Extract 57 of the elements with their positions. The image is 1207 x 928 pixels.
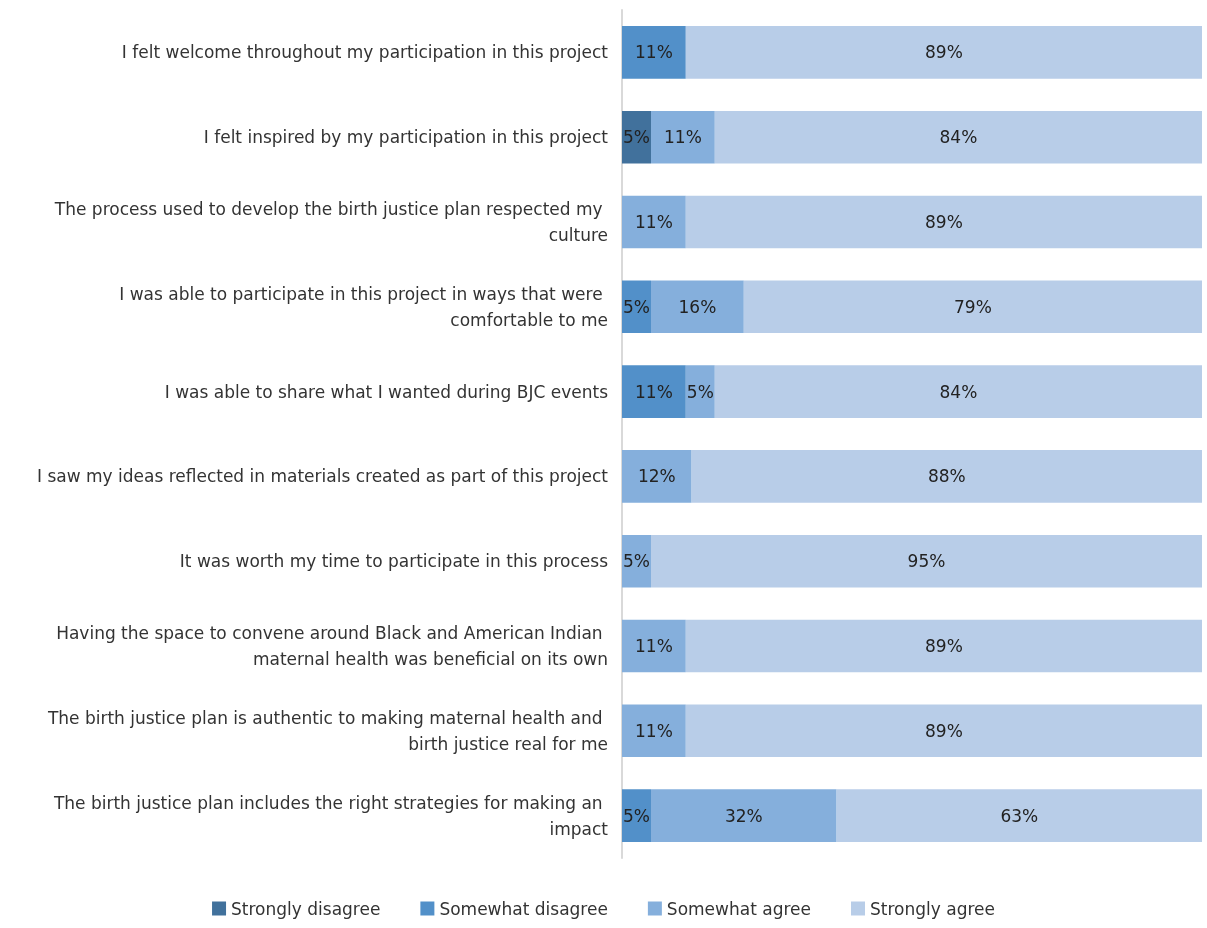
data-label: 12%: [637, 466, 676, 487]
data-label: 11%: [635, 381, 673, 402]
data-label: 89%: [925, 212, 963, 232]
y-tick-label: Having the space to convene around Black and American Indian maternal health was beneficial on its own: [56, 623, 608, 669]
data-label: 11%: [635, 720, 673, 741]
bar: [651, 789, 837, 842]
bar: [651, 280, 744, 334]
legend-label: Strongly disagree: [231, 898, 381, 919]
bar: [685, 704, 1202, 758]
bar: [622, 450, 692, 503]
data-label: 89%: [925, 42, 963, 63]
data-label: 11%: [635, 42, 673, 63]
y-tick-label: The birth justice plan includes the right strategies for making an impact: [52, 792, 609, 839]
data-label: 5%: [623, 296, 650, 317]
bar: [622, 619, 686, 673]
bar: [836, 789, 1202, 842]
y-tick-label: I was able to share what I wanted during BJC events: [164, 381, 609, 402]
bar: [743, 280, 1202, 334]
data-label: 95%: [907, 551, 946, 572]
legend-label: Somewhat agree: [666, 898, 811, 919]
legend-label: Strongly agree: [869, 898, 995, 919]
data-label: 84%: [939, 127, 978, 148]
y-tick-label: I felt inspired by my participation in this project: [203, 127, 609, 148]
data-label: 84%: [939, 381, 978, 402]
y-tick-label: The birth justice plan is authentic to making maternal health and birth justice real for me: [46, 707, 608, 754]
data-label: 32%: [724, 805, 763, 826]
bar: [622, 365, 686, 418]
data-label: 5%: [623, 551, 650, 572]
bar: [622, 704, 686, 758]
legend-label: Somewhat disagree: [439, 898, 608, 919]
data-label: 11%: [635, 636, 673, 656]
y-tick-label: The process used to develop the birth justice plan respected my culture: [53, 199, 608, 245]
y-tick-label: I was able to participate in this project in ways that were comfortable to me: [119, 283, 608, 330]
data-label: 88%: [927, 466, 966, 487]
bar: [714, 110, 1202, 164]
bar: [622, 26, 686, 79]
y-tick-label: It was worth my time to participate in this process: [179, 551, 609, 572]
data-label: 79%: [954, 296, 992, 317]
data-label: 89%: [925, 636, 963, 656]
bar: [691, 450, 1202, 503]
bar: [651, 110, 715, 164]
bar: [622, 195, 686, 249]
data-label: 5%: [686, 381, 714, 402]
data-label: 5%: [623, 127, 650, 148]
data-label: 89%: [925, 720, 963, 741]
y-tick-label: I felt welcome throughout my participation in this project: [121, 42, 609, 63]
data-label: 11%: [635, 212, 673, 232]
y-tick-label: I saw my ideas reflected in materials created as part of this project: [36, 466, 609, 487]
bar: [714, 365, 1202, 418]
data-label: 5%: [623, 805, 650, 826]
bar: [685, 195, 1202, 249]
bar: [685, 619, 1202, 673]
bar: [685, 26, 1202, 79]
data-label: 63%: [1000, 805, 1039, 826]
data-label: 16%: [678, 296, 717, 317]
data-label: 11%: [664, 127, 702, 148]
bar: [651, 534, 1202, 588]
